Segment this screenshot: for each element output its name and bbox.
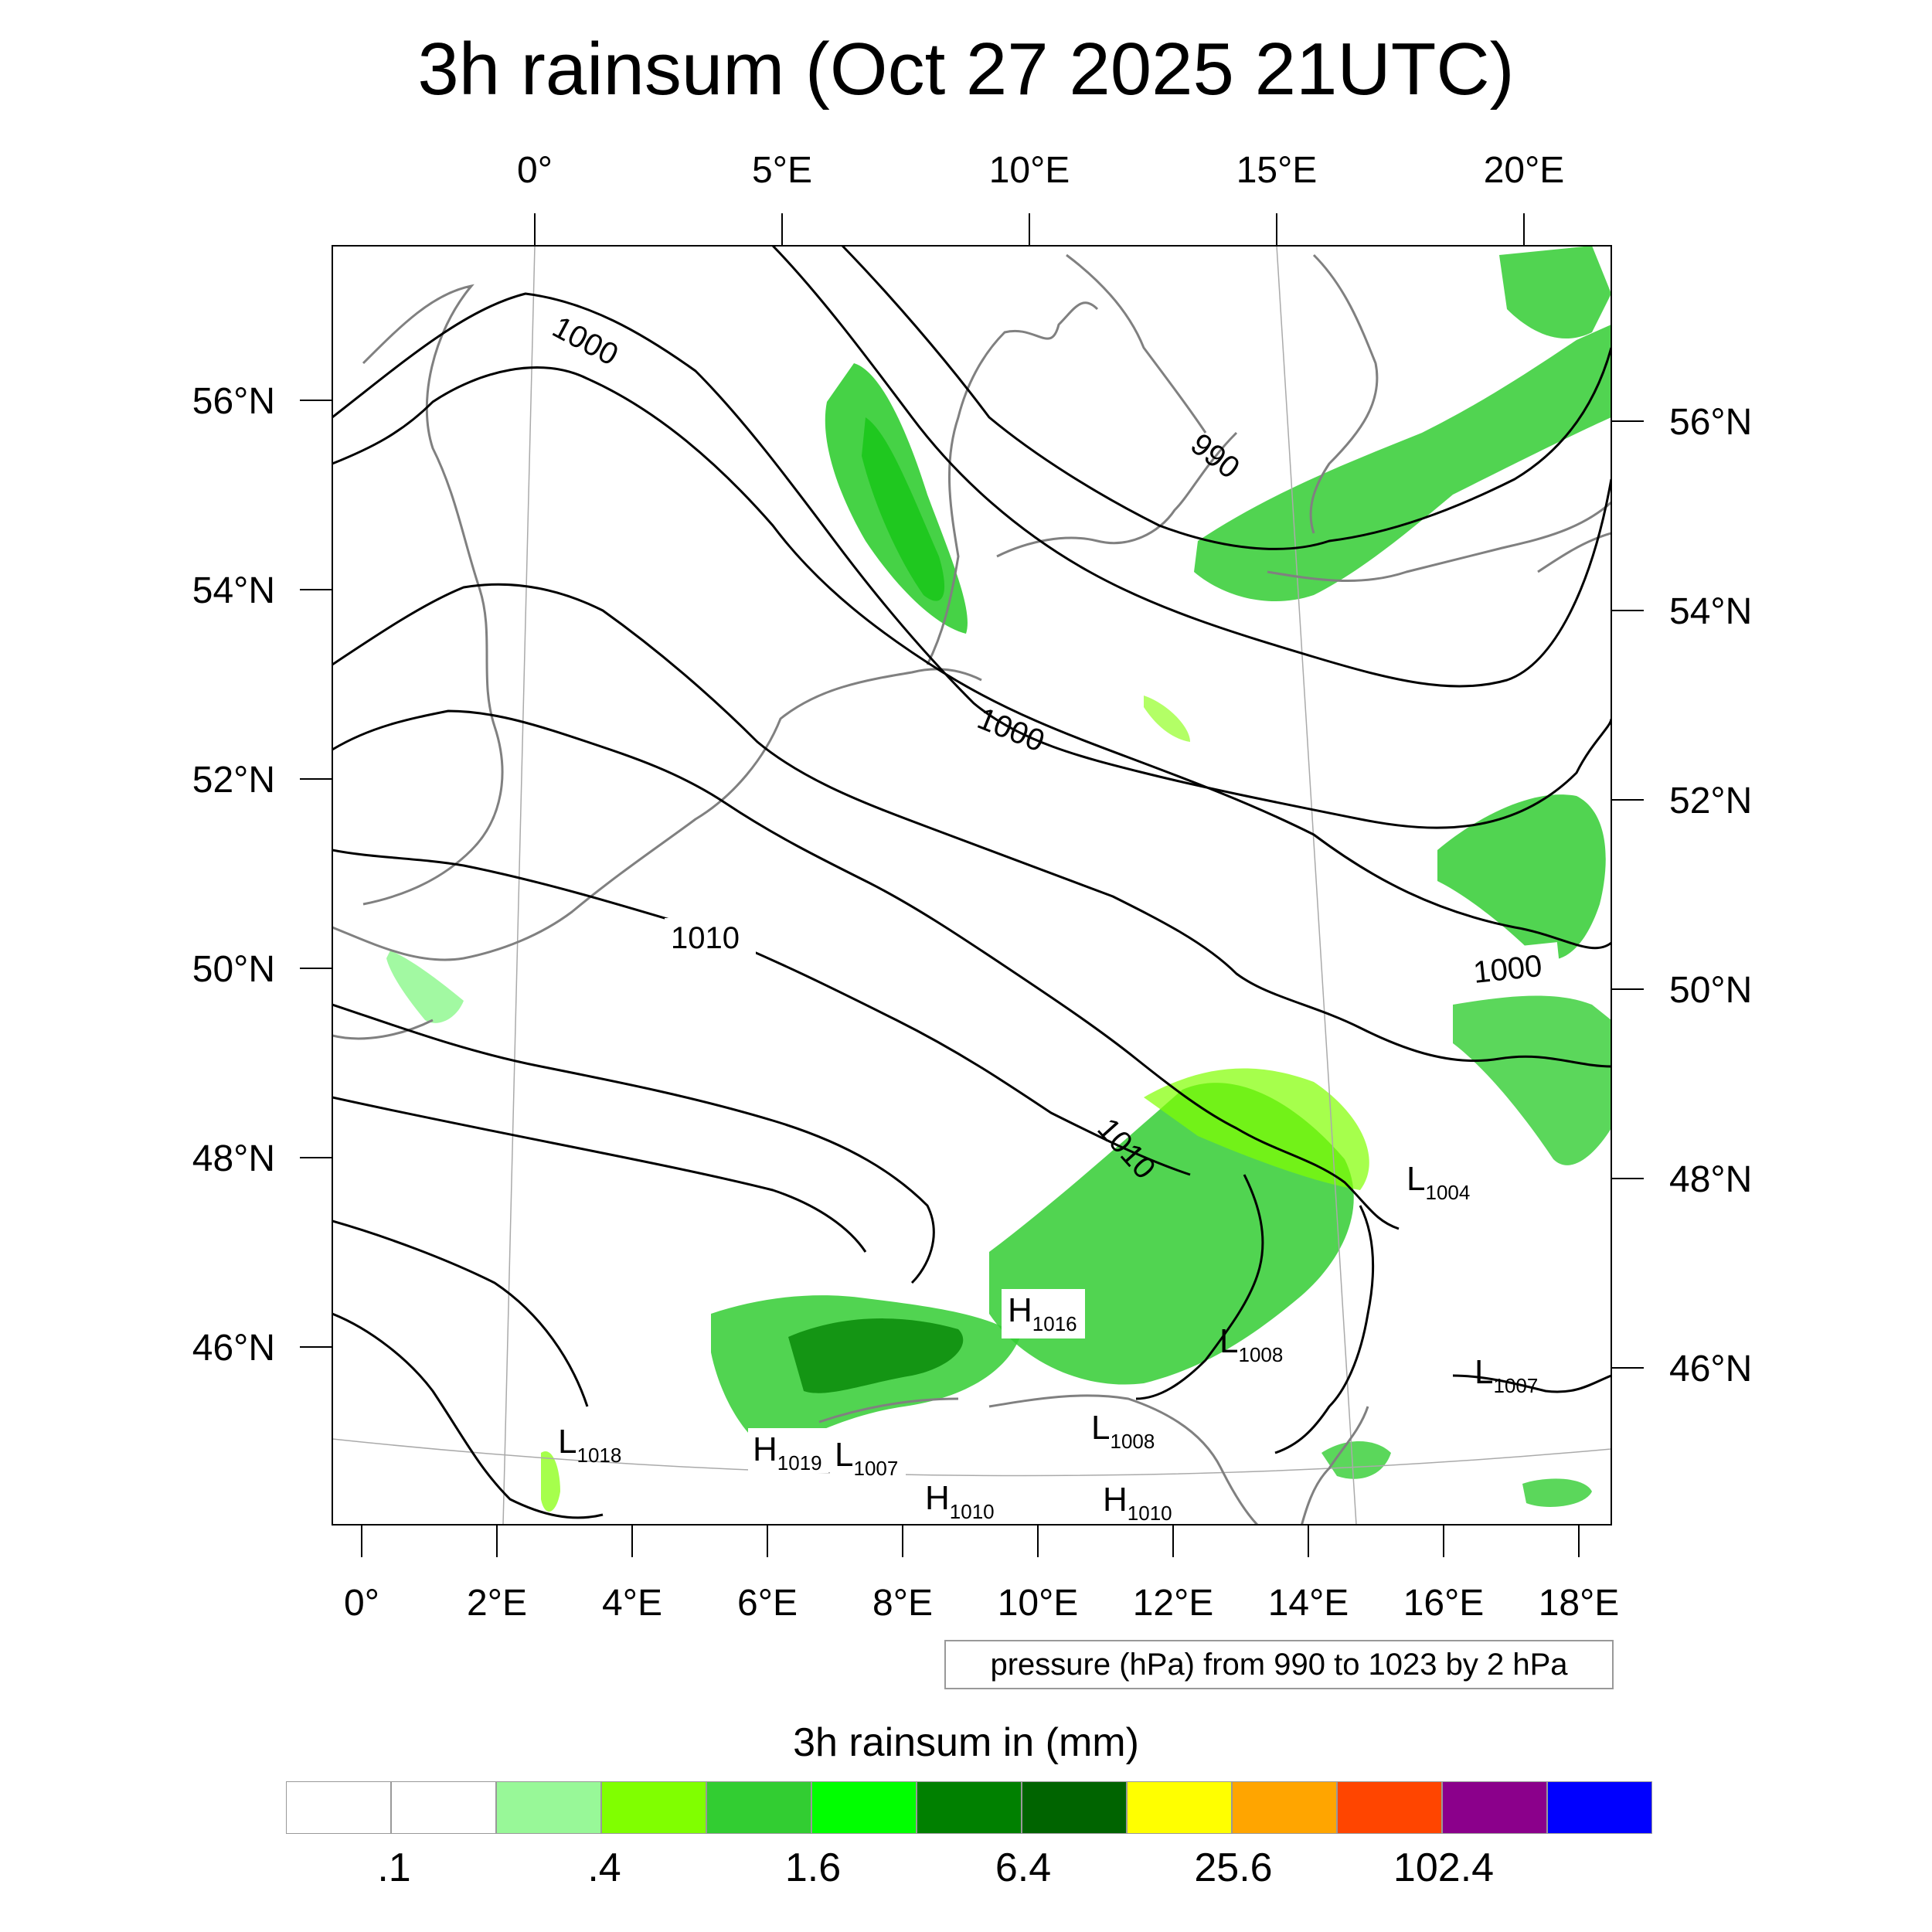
isobar <box>332 1312 604 1519</box>
bottom-lon-label: 14°E <box>1268 1583 1349 1624</box>
right-lat-label: 52°N <box>1669 781 1752 821</box>
colorbar-tick-label: 25.6 <box>1194 1845 1273 1890</box>
bottom-lon-label: 12°E <box>1133 1583 1214 1624</box>
pressure-center: H1019 <box>753 1430 822 1475</box>
isobars <box>332 246 1611 1519</box>
isobar <box>1452 1374 1611 1393</box>
rain-area-scandinavia-north <box>1499 246 1611 339</box>
isobar <box>1135 1174 1264 1400</box>
graticule <box>332 246 1611 1525</box>
bottom-lon-label: 18°E <box>1539 1583 1620 1624</box>
pressure-center: H1010 <box>1103 1481 1172 1525</box>
top-lon-label: 5°E <box>752 150 812 191</box>
rain-area-carpathians <box>1453 995 1611 1165</box>
top-lon-label: 10°E <box>989 150 1070 191</box>
isobar <box>332 849 1191 1176</box>
colorbar-swatch <box>391 1781 496 1834</box>
bottom-lon-label: 10°E <box>998 1583 1079 1624</box>
colorbar-swatch <box>1442 1781 1547 1834</box>
right-lat-label: 48°N <box>1669 1159 1752 1200</box>
rain-area-germany-scatter <box>1144 696 1190 742</box>
left-lat-label: 48°N <box>192 1138 275 1179</box>
bottom-lon-label: 16°E <box>1403 1583 1485 1624</box>
top-lon-label: 20°E <box>1484 150 1565 191</box>
isobar <box>332 366 1611 950</box>
rain-area-scandinavia <box>1194 325 1611 602</box>
isobar <box>332 1003 935 1284</box>
colorbar-swatch <box>1337 1781 1442 1834</box>
right-lat-label: 50°N <box>1669 970 1752 1011</box>
precipitation-field <box>386 246 1611 1512</box>
bottom-lon-label: 6°E <box>737 1583 798 1624</box>
pressure-center: L1008 <box>1219 1322 1283 1366</box>
isobar <box>771 246 1611 688</box>
colorbar-tick-label: .1 <box>377 1845 411 1890</box>
colorbar-swatch <box>811 1781 917 1834</box>
pressure-center: L1008 <box>1091 1409 1155 1453</box>
left-lat-label: 54°N <box>192 570 275 611</box>
colorbar-swatch <box>601 1781 706 1834</box>
pressure-center: L1018 <box>558 1423 621 1467</box>
pressure-center: L1007 <box>1475 1353 1538 1397</box>
rain-area-east-poland <box>1437 794 1606 961</box>
tick-marks <box>300 213 1644 1557</box>
rain-area-adriatic <box>1321 1441 1391 1479</box>
colorbar-tick-label: 6.4 <box>995 1845 1052 1890</box>
bottom-lon-label: 4°E <box>602 1583 662 1624</box>
bottom-lon-label: 2°E <box>467 1583 527 1624</box>
colorbar-title: 3h rainsum in (mm) <box>793 1720 1139 1765</box>
rain-area-bavaria <box>1144 1068 1369 1190</box>
right-lat-label: 46°N <box>1669 1349 1752 1389</box>
rain-area-alps-core <box>788 1318 964 1393</box>
colorbar-swatch <box>1127 1781 1232 1834</box>
isobar <box>332 709 1400 1230</box>
isobar <box>1274 1205 1375 1454</box>
colorbar-tick-label: 1.6 <box>784 1845 842 1890</box>
colorbar-swatch <box>706 1781 811 1834</box>
isobar <box>332 1219 589 1407</box>
right-lat-label: 56°N <box>1669 402 1752 443</box>
colorbar-tick-label: .4 <box>587 1845 621 1890</box>
left-lat-label: 56°N <box>192 381 275 422</box>
top-lon-label: 0° <box>517 150 553 191</box>
map-title: 3h rainsum (Oct 27 2025 21UTC) <box>417 28 1515 111</box>
contour-info-box: pressure (hPa) from 990 to 1023 by 2 hPa <box>944 1640 1614 1689</box>
coastlines <box>332 253 1611 1525</box>
rain-area-channel <box>386 951 464 1023</box>
colorbar-swatch <box>917 1781 1022 1834</box>
left-lat-label: 46°N <box>192 1328 275 1369</box>
colorbar-swatch <box>1232 1781 1337 1834</box>
isobar <box>332 292 1611 829</box>
isobar-label: 1010 <box>671 921 740 955</box>
colorbar <box>286 1781 1652 1834</box>
pressure-center: H1010 <box>925 1479 995 1523</box>
bottom-lon-label: 8°E <box>872 1583 933 1624</box>
pressure-center: L1004 <box>1406 1160 1470 1204</box>
isobar <box>841 246 1611 550</box>
rain-area-balkans <box>1522 1478 1592 1507</box>
colorbar-swatch <box>496 1781 601 1834</box>
rain-area-sw-france <box>541 1451 560 1512</box>
rain-area-north-sea-core <box>862 417 945 601</box>
isobar <box>332 583 1611 1068</box>
colorbar-tick-label: 102.4 <box>1393 1845 1495 1890</box>
left-lat-label: 50°N <box>192 949 275 990</box>
left-lat-label: 52°N <box>192 760 275 801</box>
pressure-center: H1016 <box>1008 1291 1077 1335</box>
top-lon-label: 15°E <box>1236 150 1318 191</box>
colorbar-swatch <box>1547 1781 1652 1834</box>
pressure-center: L1007 <box>835 1436 898 1480</box>
isobar-label: 1000 <box>1471 949 1543 990</box>
isobar-label: 990 <box>1184 427 1246 485</box>
colorbar-swatch <box>1022 1781 1127 1834</box>
plot-frame <box>332 245 1612 1526</box>
colorbar-swatch <box>286 1781 391 1834</box>
isobar <box>332 1096 867 1253</box>
right-lat-label: 54°N <box>1669 591 1752 632</box>
bottom-lon-label: 0° <box>344 1583 379 1624</box>
pressure-centers: L1004 H1016 L1008 L1007 L1018 L1008 H101… <box>558 1160 1538 1525</box>
